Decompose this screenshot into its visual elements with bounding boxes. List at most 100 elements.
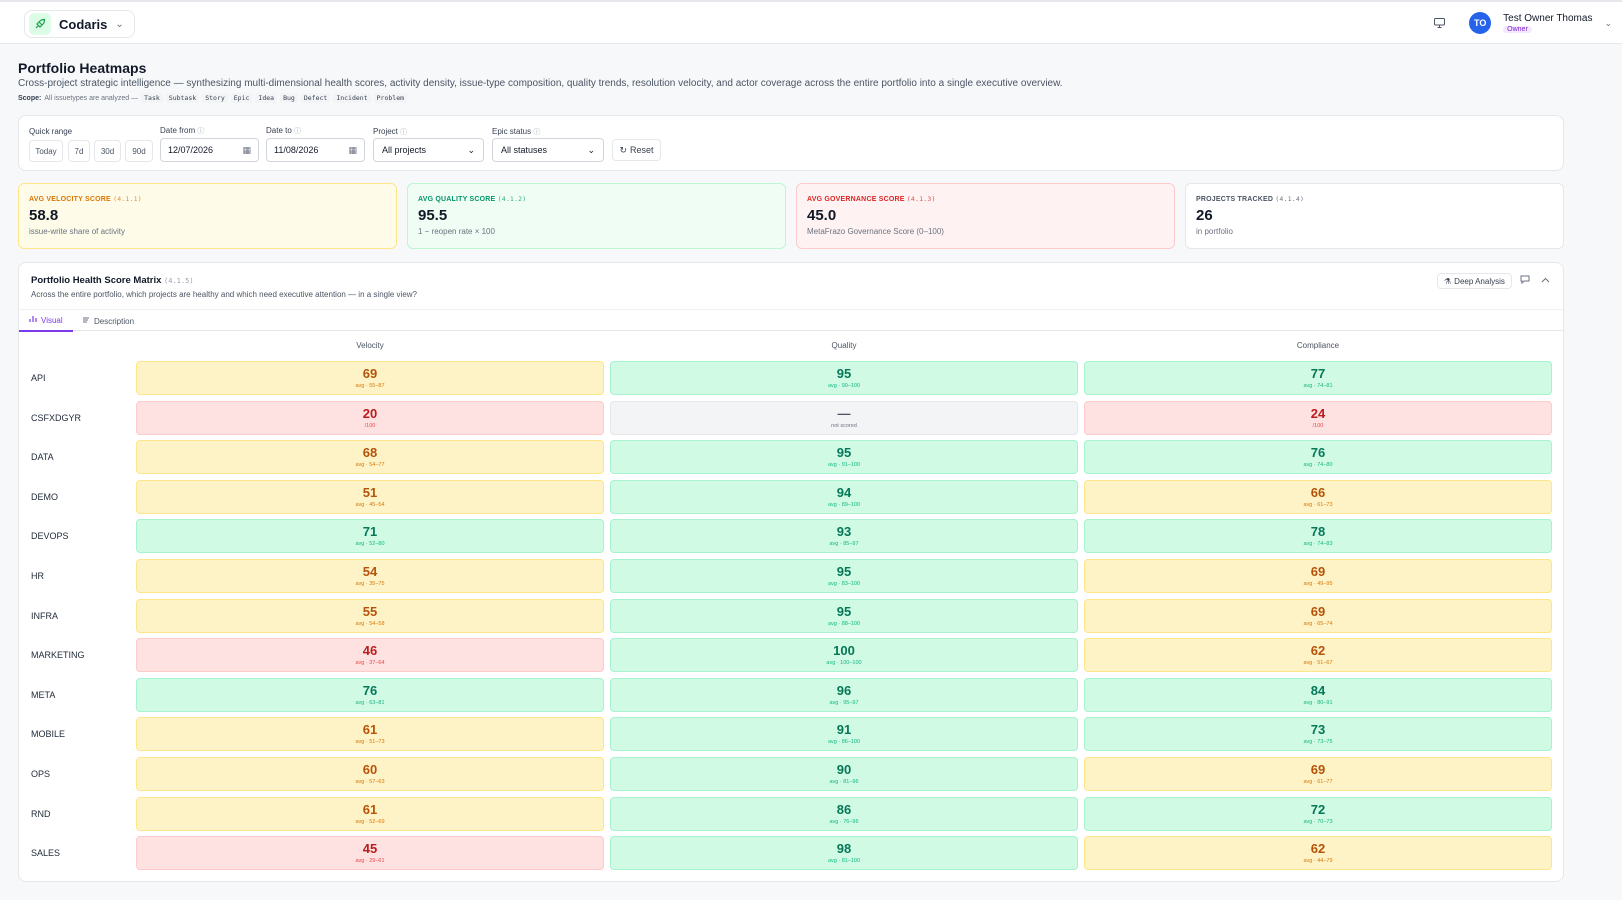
chevron-up-icon[interactable]: [1541, 275, 1550, 285]
info-icon: ⓘ: [400, 129, 408, 136]
heatmap-cell[interactable]: 61 avg · 52–69: [136, 797, 604, 831]
workspace-switcher[interactable]: Codaris ⌄: [24, 10, 135, 38]
avatar[interactable]: TO: [1469, 12, 1492, 34]
heatmap-cell[interactable]: 98 avg · 81–100: [610, 836, 1078, 870]
issuetype-tag: Defect: [300, 93, 331, 103]
reset-button[interactable]: ↻ Reset: [612, 139, 661, 161]
heatmap-cell[interactable]: 60 avg · 57–63: [136, 757, 604, 791]
cell-range: avg · 85–97: [829, 540, 859, 547]
chevron-down-icon[interactable]: ⌄: [1604, 17, 1612, 28]
cell-score: 62: [1310, 840, 1326, 856]
user-menu[interactable]: Test Owner Thomas Owner: [1503, 13, 1592, 33]
heatmap-cell[interactable]: 55 avg · 54–58: [136, 599, 604, 633]
kpi-caption: in portfolio: [1196, 227, 1233, 236]
heatmap-cell[interactable]: 94 avg · 89–100: [610, 480, 1078, 514]
cell-score: 72: [1310, 801, 1326, 817]
date-from-input[interactable]: 12/07/2026 ▦: [160, 138, 259, 162]
cell-score: 61: [362, 801, 378, 817]
heatmap-cell[interactable]: 62 avg · 44–79: [1084, 836, 1552, 870]
heatmap-cell[interactable]: 51 avg · 45–54: [136, 480, 604, 514]
heatmap-cell[interactable]: 78 avg · 74–83: [1084, 519, 1552, 553]
heatmap-cell[interactable]: 61 avg · 51–73: [136, 717, 604, 751]
heatmap-cell[interactable]: 95 avg · 88–100: [610, 599, 1078, 633]
kpi-avg-governance: AVG GOVERNANCE SCORE (4.1.3) 45.0 MetaFr…: [796, 183, 1175, 249]
heatmap-cell[interactable]: 69 avg · 61–77: [1084, 757, 1552, 791]
tab-description[interactable]: Description: [72, 310, 144, 332]
cell-range: avg · 70–73: [1303, 818, 1333, 825]
calendar-icon[interactable]: ▦: [242, 144, 251, 155]
cell-score: 90: [836, 761, 852, 777]
heatmap-cell[interactable]: 72 avg · 70–73: [1084, 797, 1552, 831]
date-to-value: 11/08/2026: [274, 145, 319, 155]
heatmap-cell[interactable]: 76 avg · 74–80: [1084, 440, 1552, 474]
filter-bar: Quick range Today 7d 30d 90d Date from ⓘ…: [18, 115, 1564, 171]
kpi-code: (4.1.1): [113, 195, 142, 203]
heatmap-cell[interactable]: 95 avg · 90–100: [610, 361, 1078, 395]
epic-status-select[interactable]: All statuses ⌄: [492, 138, 604, 162]
monitor-icon[interactable]: [1431, 15, 1447, 31]
project-select[interactable]: All projects ⌄: [373, 138, 484, 162]
heatmap-cell[interactable]: 66 avg · 61–73: [1084, 480, 1552, 514]
heatmap-cell[interactable]: 20/100: [136, 401, 604, 435]
info-icon: ⓘ: [294, 128, 302, 135]
cell-score: 69: [1310, 603, 1326, 619]
heatmap-cell[interactable]: 86 avg · 76–96: [610, 797, 1078, 831]
row-label: API: [31, 373, 46, 383]
cell-range: not scored: [831, 422, 857, 429]
heatmap-cell[interactable]: 46 avg · 37–64: [136, 638, 604, 672]
cell-range: avg · 80–91: [1303, 699, 1333, 706]
heatmap-cell[interactable]: 95 avg · 83–100: [610, 559, 1078, 593]
heatmap-cell[interactable]: 62 avg · 51–67: [1084, 638, 1552, 672]
heatmap-cell[interactable]: 96 avg · 95–97: [610, 678, 1078, 712]
kpi-code: (4.1.2): [497, 195, 527, 203]
brand-name: Codaris: [59, 16, 108, 32]
heatmap-cell[interactable]: 24/100: [1084, 401, 1552, 435]
heatmap-cell[interactable]: 69 avg · 49–95: [1084, 559, 1552, 593]
quick-range-7d[interactable]: 7d: [68, 140, 90, 162]
tab-visual[interactable]: Visual: [19, 310, 73, 332]
quick-range-90d[interactable]: 90d: [125, 140, 153, 162]
view-tabs: Visual Description: [19, 309, 1563, 332]
cell-range: avg · 73–75: [1303, 738, 1333, 745]
issuetype-tag: Incident: [333, 93, 371, 103]
heatmap-cell[interactable]: 45 avg · 29–61: [136, 836, 604, 870]
heatmap-cell[interactable]: 68 avg · 54–77: [136, 440, 604, 474]
kpi-projects-tracked: PROJECTS TRACKED (4.1.4) 26 in portfolio: [1185, 183, 1564, 249]
heatmap-cell[interactable]: 90 avg · 81–96: [610, 757, 1078, 791]
cell-score: 55: [362, 603, 378, 619]
quick-range-today[interactable]: Today: [29, 140, 63, 162]
heatmap-cell[interactable]: 69 avg · 65–74: [1084, 599, 1552, 633]
heatmap-cell[interactable]: 84 avg · 80–91: [1084, 678, 1552, 712]
cell-range: avg · 89–100: [827, 501, 861, 508]
heatmap-cell[interactable]: 76 avg · 63–81: [136, 678, 604, 712]
quick-range-30d[interactable]: 30d: [94, 140, 121, 162]
row-label: RND: [31, 809, 51, 819]
scope-text: All issuetypes are analyzed —: [44, 94, 139, 102]
heatmap-cell[interactable]: 71 avg · 52–80: [136, 519, 604, 553]
heatmap-cell[interactable]: — not scored: [610, 401, 1078, 435]
issuetype-tag: Story: [202, 93, 228, 103]
calendar-icon[interactable]: ▦: [348, 144, 357, 155]
heatmap-cell[interactable]: 93 avg · 85–97: [610, 519, 1078, 553]
heatmap-cell[interactable]: 100 avg · 100–100: [610, 638, 1078, 672]
cell-range: avg · 57–63: [355, 778, 385, 785]
heatmap-cell[interactable]: 95 avg · 91–100: [610, 440, 1078, 474]
heatmap-cell[interactable]: 91 avg · 86–100: [610, 717, 1078, 751]
panel-title-text: Portfolio Health Score Matrix: [31, 275, 162, 286]
row-label: MARKETING: [31, 650, 85, 660]
heatmap-cell[interactable]: 69 avg · 55–87: [136, 361, 604, 395]
page-subtitle: Cross-project strategic intelligence — s…: [18, 78, 1063, 89]
cell-score: 60: [362, 761, 378, 777]
date-from-label: Date from ⓘ: [160, 126, 204, 136]
user-name: Test Owner Thomas: [1503, 13, 1593, 24]
deep-analysis-button[interactable]: ⚗ Deep Analysis: [1437, 273, 1512, 289]
kpi-caption: issue-write share of activity: [29, 227, 126, 236]
heatmap-cell[interactable]: 73 avg · 73–75: [1084, 717, 1552, 751]
cell-range: avg · 51–67: [1303, 659, 1333, 666]
column-header-quality: Quality: [831, 341, 857, 350]
heatmap-cell[interactable]: 77 avg · 74–81: [1084, 361, 1552, 395]
date-to-input[interactable]: 11/08/2026 ▦: [266, 138, 365, 162]
comment-icon[interactable]: [1520, 275, 1530, 286]
heatmap-cell[interactable]: 54 avg · 35–75: [136, 559, 604, 593]
info-icon: ⓘ: [197, 128, 205, 135]
